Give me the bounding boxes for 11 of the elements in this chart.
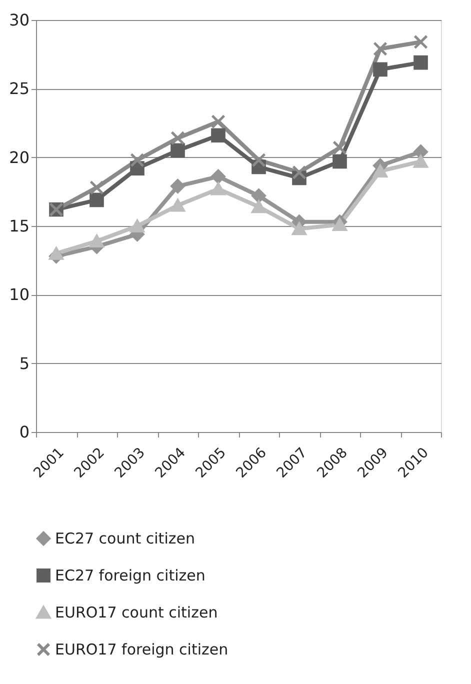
legend-label: EC27 foreign citizen	[55, 566, 206, 584]
y-tick-label: 10	[9, 285, 30, 304]
legend-label: EC27 count citizen	[55, 530, 195, 548]
legend-label: EURO17 foreign citizen	[55, 640, 228, 658]
y-tick-label: 5	[19, 354, 30, 373]
legend-label: EURO17 count citizen	[55, 604, 218, 622]
y-tick-label: 0	[19, 422, 30, 442]
y-tick-label: 15	[9, 216, 30, 236]
y-tick-label: 30	[9, 10, 30, 30]
y-tick-label: 25	[9, 79, 30, 98]
y-tick-label: 20	[9, 148, 30, 167]
